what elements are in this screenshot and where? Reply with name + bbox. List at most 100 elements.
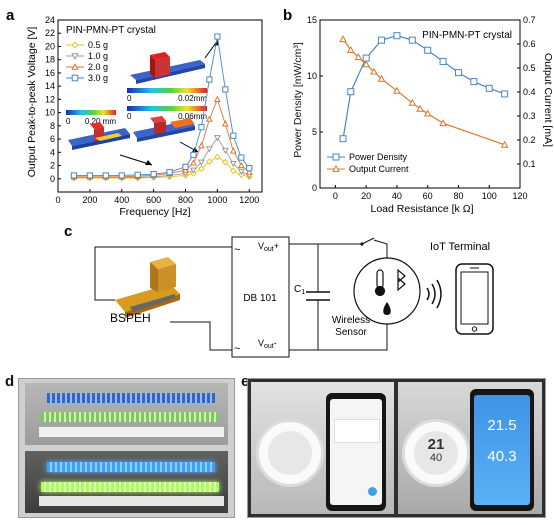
data-point bbox=[229, 147, 237, 154]
mode-shape-inset-2 bbox=[68, 122, 130, 150]
circuit-diagram: c BSPEH ~ ~ DB 101 Vout+ Vout- C1 bbox=[64, 223, 494, 358]
sensor-phone-photo: 21 40 21.5 40.3 bbox=[247, 378, 546, 518]
phone-right-screen: 21.5 40.3 bbox=[474, 395, 530, 505]
iot-terminal-label: IoT Terminal bbox=[430, 241, 490, 253]
phone-reading-humidity: 40.3 bbox=[487, 448, 517, 465]
phone-left-card bbox=[334, 419, 380, 443]
data-point bbox=[230, 132, 237, 139]
panel-label-b: b bbox=[283, 7, 292, 24]
x-tick-label: 200 bbox=[82, 195, 97, 205]
data-point bbox=[369, 67, 378, 75]
panel-label-e: e bbox=[241, 373, 250, 390]
legend-marker bbox=[332, 153, 340, 161]
x-tick-label: 100 bbox=[482, 191, 497, 201]
data-point bbox=[190, 159, 197, 166]
y-tick-label: 20 bbox=[45, 41, 55, 51]
colorbar-1-max: 0.02mm bbox=[178, 94, 207, 103]
data-point bbox=[205, 115, 213, 122]
data-point bbox=[246, 165, 253, 172]
data-point bbox=[500, 140, 509, 148]
vout-minus-label: Vout- bbox=[258, 338, 277, 350]
colorbar-2-max: 0.06mm bbox=[178, 112, 207, 121]
panel-label-a: a bbox=[6, 7, 15, 24]
data-point bbox=[86, 172, 93, 179]
chart-b-legend: Power Density Output Current bbox=[327, 152, 409, 174]
y-right-tick-label: 0.7 bbox=[523, 15, 536, 25]
y-right-tick-label: 0.2 bbox=[523, 135, 536, 145]
x-tick-label: 40 bbox=[392, 191, 402, 201]
data-point bbox=[238, 154, 245, 161]
panel-label-c: c bbox=[64, 223, 72, 240]
y-right-tick-label: 0.3 bbox=[523, 111, 536, 121]
x-tick-label: 1000 bbox=[207, 195, 227, 205]
x-tick-label: 20 bbox=[361, 191, 371, 201]
led-row-blue-1 bbox=[47, 393, 215, 403]
y-tick-label: 22 bbox=[45, 28, 55, 38]
series-line-0 bbox=[342, 35, 505, 139]
led-row-green-1 bbox=[41, 412, 219, 422]
data-point bbox=[230, 167, 237, 175]
data-point bbox=[423, 109, 432, 117]
capacitor-label: C1 bbox=[294, 284, 305, 296]
sensor-label-line2: Sensor bbox=[335, 327, 367, 338]
sensor-screen-left bbox=[268, 431, 312, 475]
y-tick-label: 2 bbox=[50, 161, 55, 171]
colorbar-2 bbox=[127, 106, 207, 111]
bluetooth-icon bbox=[397, 268, 406, 292]
colorbar-1-min: 0 bbox=[127, 94, 132, 103]
wireless-signal-icon bbox=[426, 279, 442, 309]
chart-b: b Power Density [mW/cm³] Output Current … bbox=[283, 7, 554, 215]
chart-a: a Output Peak-to-peak Voltage [V] Freque… bbox=[6, 7, 263, 218]
series-line-3 bbox=[73, 36, 250, 176]
data-point bbox=[70, 172, 78, 179]
data-point bbox=[393, 86, 401, 94]
data-point bbox=[214, 33, 221, 40]
sensor-reading-humidity: 40 bbox=[429, 452, 443, 464]
data-point bbox=[354, 53, 363, 61]
data-point bbox=[408, 36, 416, 44]
sensor-reading-temp: 21 bbox=[427, 436, 445, 453]
y-tick-label: 10 bbox=[45, 108, 55, 118]
y-tick-label: 18 bbox=[45, 55, 55, 65]
data-point bbox=[221, 120, 229, 127]
legend-marker bbox=[332, 164, 340, 172]
series-line-1 bbox=[73, 136, 250, 178]
data-point bbox=[424, 46, 432, 54]
legend-marker bbox=[71, 63, 79, 70]
data-point bbox=[213, 135, 221, 142]
led-photo bbox=[18, 378, 235, 518]
data-point bbox=[197, 142, 205, 149]
data-point bbox=[416, 104, 424, 112]
legend-label: 3.0 g bbox=[88, 73, 108, 83]
data-point bbox=[439, 119, 447, 127]
ac-symbol-top: ~ bbox=[234, 244, 240, 256]
sensor-screen-right: 21 40 bbox=[414, 431, 458, 475]
data-point bbox=[454, 69, 462, 77]
chart-b-ylabel-right: Output Current [mA] bbox=[542, 53, 554, 147]
data-point bbox=[346, 45, 355, 53]
legend-label: Output Current bbox=[349, 164, 409, 174]
data-point bbox=[198, 165, 205, 173]
legend-marker bbox=[71, 74, 79, 82]
y-tick-label: 5 bbox=[312, 127, 317, 137]
data-point bbox=[339, 35, 347, 43]
data-point bbox=[339, 135, 347, 143]
x-tick-label: 600 bbox=[146, 195, 161, 205]
switch-contact bbox=[360, 242, 364, 246]
x-tick-label: 0 bbox=[55, 195, 60, 205]
led-row-blue-2 bbox=[47, 462, 215, 472]
phone-reading-temp: 21.5 bbox=[487, 417, 517, 434]
data-point bbox=[166, 169, 173, 176]
data-point bbox=[470, 78, 478, 86]
data-point bbox=[205, 146, 213, 153]
data-point bbox=[222, 158, 229, 166]
y-tick-label: 0 bbox=[312, 183, 317, 193]
chart-a-ylabel: Output Peak-to-peak Voltage [V] bbox=[26, 27, 38, 178]
data-point bbox=[221, 147, 229, 154]
data-point bbox=[377, 74, 386, 82]
mode-shape-inset-3 bbox=[133, 116, 195, 142]
x-tick-label: 80 bbox=[453, 191, 463, 201]
legend-marker bbox=[71, 41, 79, 49]
chart-a-insets: 0 0.02mm 0 0.06mm 0 0.20 mm bbox=[66, 39, 219, 166]
y-tick-label: 14 bbox=[45, 81, 55, 91]
